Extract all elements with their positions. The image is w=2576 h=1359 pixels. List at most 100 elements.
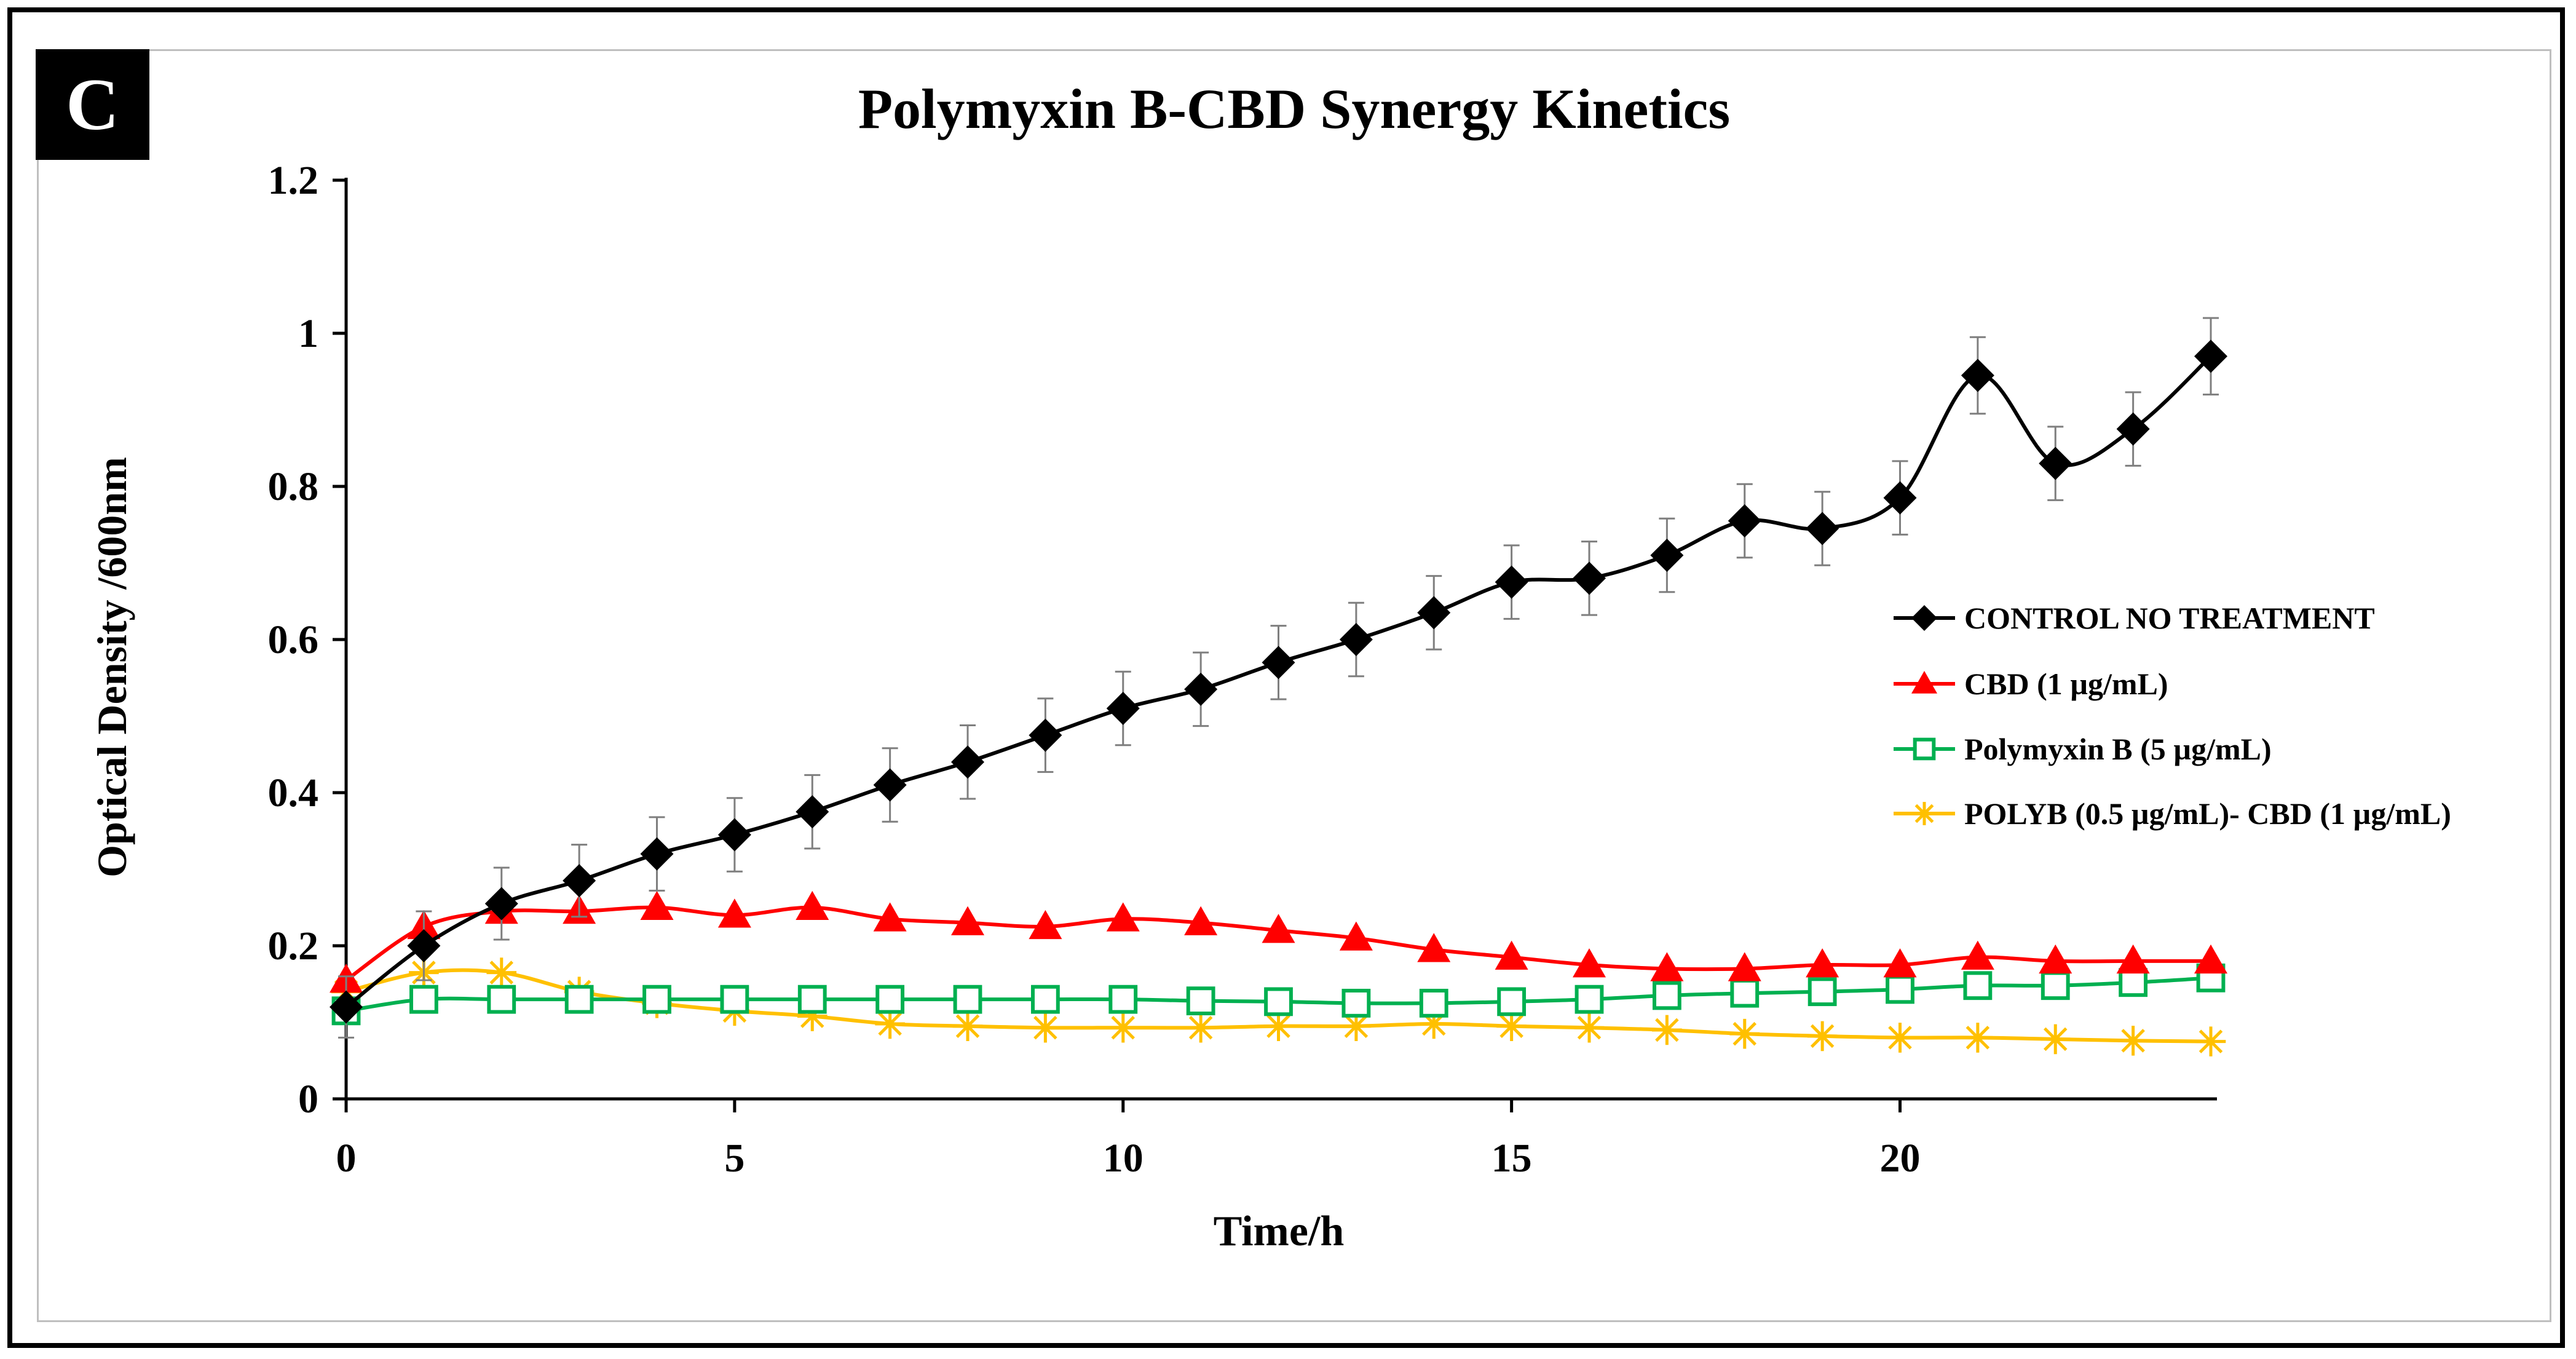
star-stroke [1732, 1021, 1757, 1046]
data-point [1650, 539, 1684, 573]
data-point [951, 906, 984, 935]
data-point [1652, 981, 1681, 1010]
chart-title: Polymyxin B-CBD Synergy Kinetics [858, 77, 1730, 140]
data-point [2194, 944, 2227, 974]
data-point [1186, 986, 1215, 1016]
data-point [1808, 977, 1837, 1007]
legend-label: POLYB (0.5 µg/mL)- CBD (1 µg/mL) [1964, 796, 2451, 831]
legend-item: CONTROL NO TREATMENT [1894, 601, 2375, 635]
star-stroke [489, 961, 514, 985]
x-tick-label: 15 [1491, 1136, 1532, 1181]
data-point [1963, 971, 1993, 1000]
data-point [1728, 952, 1761, 981]
data-point [2039, 944, 2072, 974]
data-point [1263, 1011, 1294, 1042]
data-point [563, 864, 596, 898]
data-point [1885, 1023, 1915, 1053]
data-point [1106, 902, 1140, 932]
star-stroke [2043, 1027, 2068, 1052]
data-point [1730, 978, 1760, 1008]
data-point [642, 985, 671, 1014]
legend-marker [1911, 671, 1937, 694]
data-point [330, 990, 363, 1024]
legend-marker [1913, 737, 1936, 761]
data-point [2041, 971, 2070, 1000]
data-point [1883, 948, 1917, 978]
data-point [2040, 1024, 2071, 1055]
x-tick-label: 0 [336, 1136, 357, 1181]
data-point [796, 795, 829, 829]
star-stroke [2121, 1029, 2145, 1053]
data-point [873, 768, 907, 802]
data-point [1728, 504, 1761, 538]
data-point [1262, 914, 1295, 943]
data-point [952, 1011, 983, 1042]
data-point [717, 818, 751, 852]
data-point [1652, 1015, 1682, 1045]
panel-label: C [36, 49, 149, 160]
data-point [1806, 948, 1839, 978]
legend-marker [1911, 605, 1937, 631]
plot-series [330, 317, 2227, 1056]
chart-area-frame [37, 49, 2551, 1322]
data-point [1029, 718, 1062, 752]
figure-frame [7, 7, 2565, 1348]
data-point [1886, 975, 1914, 1004]
data-point [640, 890, 674, 920]
data-point [1961, 359, 1994, 392]
data-point [1030, 1012, 1061, 1043]
axes: 0 0.2 0.4 0.6 0.8 1 1.2 0 5 10 15 20 [268, 158, 2217, 1181]
data-point [1339, 623, 1373, 656]
legend-label: Polymyxin B (5 µg/mL) [1964, 732, 2272, 766]
data-point [2195, 1026, 2226, 1056]
data-point [484, 887, 518, 921]
star-stroke [1888, 1026, 1912, 1050]
data-point [717, 898, 751, 928]
star-stroke [1655, 1018, 1679, 1042]
y-tick-label: 0.8 [268, 464, 319, 509]
data-point [1496, 1011, 1527, 1042]
data-point [409, 985, 438, 1014]
legend-label: CBD (1 µg/mL) [1964, 667, 2168, 701]
data-point [1497, 987, 1527, 1016]
data-point [1417, 596, 1451, 630]
data-point [1806, 512, 1839, 545]
data-point [1807, 1021, 1838, 1052]
data-point [1184, 672, 1218, 706]
star-stroke [1914, 804, 1934, 823]
y-tick-label: 1.2 [268, 158, 319, 203]
y-tick-label: 1 [298, 311, 318, 356]
data-point [1262, 646, 1295, 680]
star-stroke [1266, 1014, 1290, 1038]
star-stroke [2199, 1029, 2223, 1053]
star-stroke [1033, 1015, 1057, 1040]
data-point [1184, 906, 1218, 935]
data-point [1573, 561, 1606, 595]
y-tick-label: 0 [298, 1077, 318, 1122]
data-point [1883, 481, 1917, 515]
legend-marker [1913, 802, 1936, 825]
data-point [1264, 987, 1293, 1016]
data-point [487, 985, 516, 1014]
data-point [1419, 988, 1448, 1018]
data-point [953, 985, 982, 1014]
legend-item: Polymyxin B (5 µg/mL) [1894, 732, 2272, 766]
data-point [640, 837, 674, 871]
star-stroke [1499, 1014, 1523, 1038]
x-axis-label: Time/h [1214, 1208, 1345, 1255]
x-tick-label: 5 [724, 1136, 745, 1181]
data-point [407, 929, 441, 962]
star-stroke [1188, 1015, 1213, 1040]
series-2 [331, 963, 2226, 1026]
data-point [1573, 948, 1606, 978]
data-point [2039, 446, 2072, 480]
star-stroke [878, 1012, 902, 1036]
data-point [1417, 933, 1451, 962]
y-tick-label: 0.2 [268, 924, 319, 969]
data-point [797, 985, 827, 1014]
data-point [720, 985, 749, 1014]
data-point [1574, 985, 1604, 1014]
data-point [1030, 985, 1060, 1014]
data-point [1108, 985, 1138, 1014]
data-point [1495, 565, 1528, 599]
